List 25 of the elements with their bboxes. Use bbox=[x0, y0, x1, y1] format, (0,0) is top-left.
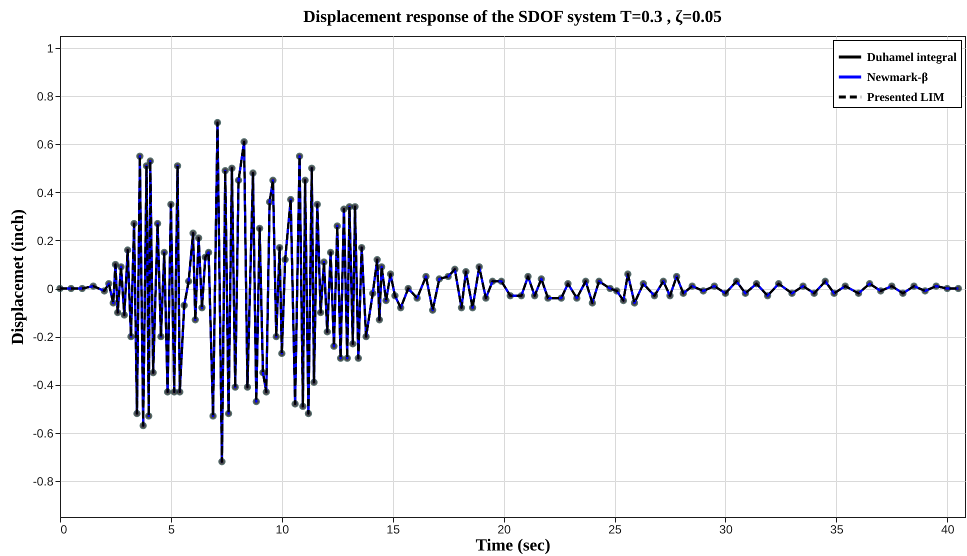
y-axis-title: Displacemet (inch) bbox=[8, 209, 27, 345]
x-axis-title: Time (sec) bbox=[476, 536, 550, 554]
x-tick-label: 25 bbox=[608, 522, 622, 536]
chart-title: Displacement response of the SDOF system T=0.3 , ζ=0.05 bbox=[303, 7, 722, 26]
y-tick-label: -0.4 bbox=[32, 378, 54, 392]
y-tick-label: 0.6 bbox=[36, 138, 54, 152]
x-tick-label: 20 bbox=[497, 522, 512, 536]
x-tick-label: 30 bbox=[719, 522, 733, 536]
y-tick-label: 0 bbox=[46, 282, 54, 296]
x-tick-label: 0 bbox=[60, 522, 68, 536]
y-tick-label: 0.2 bbox=[36, 234, 54, 248]
y-tick-label: -0.2 bbox=[32, 330, 54, 344]
legend-label: Duhamel integral bbox=[867, 50, 958, 64]
y-tick-label: 0.8 bbox=[36, 90, 54, 104]
x-tick-label: 35 bbox=[830, 522, 844, 536]
x-tick-label: 40 bbox=[941, 522, 955, 536]
x-tick-label: 10 bbox=[276, 522, 290, 536]
y-tick-label: -0.8 bbox=[32, 474, 54, 488]
y-tick-label: -0.6 bbox=[32, 426, 54, 440]
y-tick-label: 1 bbox=[46, 42, 54, 56]
legend-label: Presented LIM bbox=[867, 90, 944, 104]
y-tick-label: 0.4 bbox=[36, 186, 54, 200]
legend-label: Newmark-β bbox=[867, 70, 928, 84]
x-tick-label: 15 bbox=[386, 522, 400, 536]
x-tick-label: 5 bbox=[168, 522, 176, 536]
